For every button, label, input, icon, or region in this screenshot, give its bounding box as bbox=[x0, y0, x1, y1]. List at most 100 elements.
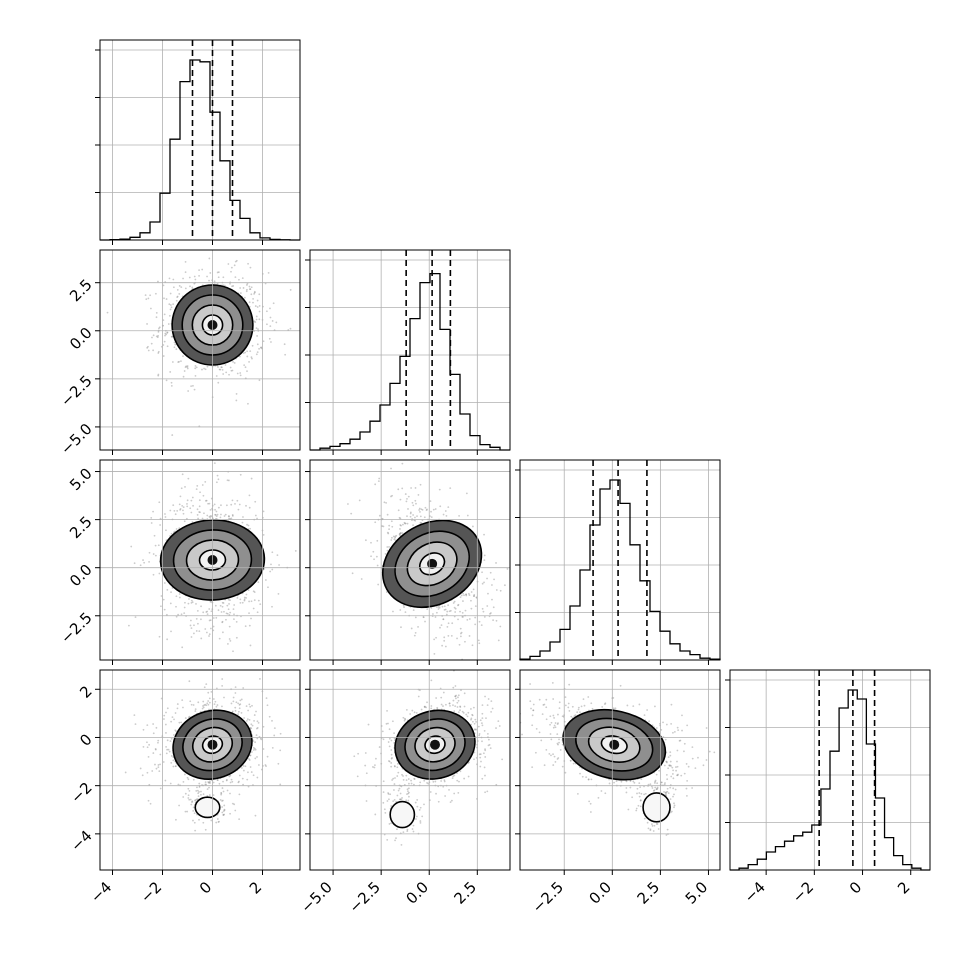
scatter-point bbox=[392, 610, 394, 613]
scatter-point bbox=[432, 613, 434, 615]
scatter-point bbox=[401, 532, 404, 534]
scatter-point bbox=[221, 621, 224, 624]
scatter-point bbox=[426, 782, 428, 784]
scatter-point bbox=[245, 705, 248, 708]
scatter-point bbox=[222, 602, 225, 604]
scatter-point bbox=[169, 740, 172, 743]
scatter-point bbox=[210, 515, 213, 518]
scatter-point bbox=[193, 282, 196, 285]
scatter-point bbox=[174, 513, 177, 516]
scatter-point bbox=[444, 608, 447, 611]
scatter-point bbox=[233, 264, 236, 267]
scatter-point bbox=[269, 570, 272, 573]
scatter-point bbox=[415, 502, 417, 505]
scatter-point bbox=[130, 545, 133, 548]
scatter-point bbox=[201, 368, 203, 371]
scatter-point bbox=[162, 284, 165, 287]
scatter-point bbox=[228, 515, 230, 518]
scatter-point bbox=[447, 634, 450, 637]
scatter-point bbox=[256, 335, 258, 337]
scatter-point bbox=[398, 787, 401, 790]
scatter-point bbox=[364, 752, 367, 754]
scatter-point bbox=[152, 752, 155, 754]
scatter-point bbox=[198, 499, 201, 502]
scatter-point bbox=[235, 636, 238, 639]
scatter-point bbox=[151, 336, 153, 339]
scatter-point bbox=[181, 699, 184, 702]
scatter-point bbox=[481, 717, 484, 719]
scatter-point bbox=[483, 559, 486, 561]
scatter-point bbox=[245, 719, 248, 722]
scatter-point bbox=[202, 494, 205, 497]
scatter-point bbox=[244, 625, 247, 628]
scatter-point bbox=[456, 706, 459, 708]
scatter-point bbox=[160, 605, 162, 608]
scatter-point bbox=[248, 624, 251, 627]
scatter-point bbox=[448, 788, 450, 791]
scatter-point bbox=[418, 689, 421, 692]
scatter-point bbox=[265, 765, 267, 768]
histogram-4 bbox=[730, 689, 930, 871]
scatter-point bbox=[244, 765, 247, 768]
scatter-point bbox=[407, 790, 409, 793]
scatter-point bbox=[241, 277, 244, 280]
scatter-point bbox=[374, 764, 376, 767]
scatter-point bbox=[470, 591, 473, 593]
scatter-point bbox=[432, 508, 435, 511]
scatter-point bbox=[387, 792, 390, 794]
scatter-point bbox=[259, 678, 261, 680]
scatter-point bbox=[388, 798, 390, 801]
scatter-point bbox=[468, 594, 471, 596]
scatter-point bbox=[157, 764, 160, 766]
scatter-point bbox=[501, 758, 504, 761]
scatter-point bbox=[465, 594, 468, 597]
scatter-point bbox=[220, 793, 223, 796]
scatter-point bbox=[234, 706, 237, 709]
scatter-point bbox=[388, 823, 391, 825]
scatter-point bbox=[157, 374, 160, 377]
scatter-point bbox=[499, 625, 502, 628]
scatter-point bbox=[169, 304, 172, 306]
x-tick-label: 0.0 bbox=[402, 878, 432, 908]
scatter-point bbox=[278, 564, 280, 566]
scatter-point bbox=[268, 715, 271, 718]
scatter-point bbox=[284, 353, 287, 356]
panel-frame bbox=[99, 669, 301, 871]
scatter-point bbox=[226, 779, 228, 781]
scatter-point bbox=[373, 558, 375, 561]
scatter-point bbox=[375, 555, 378, 558]
scatter-point bbox=[162, 598, 165, 601]
scatter-point bbox=[390, 495, 392, 498]
scatter-point bbox=[178, 293, 181, 295]
scatter-point bbox=[452, 775, 455, 778]
scatter-point bbox=[156, 336, 159, 339]
scatter-point bbox=[248, 718, 251, 721]
scatter-point bbox=[225, 612, 228, 615]
scatter-point bbox=[411, 501, 414, 504]
scatter-point bbox=[255, 318, 258, 321]
scatter-point bbox=[239, 703, 242, 705]
scatter-point bbox=[450, 634, 453, 637]
panel-content bbox=[124, 678, 282, 832]
scatter-point bbox=[441, 644, 444, 647]
density-contour-tail bbox=[194, 796, 221, 819]
scatter-point bbox=[250, 751, 253, 753]
scatter-point bbox=[189, 624, 192, 627]
scatter-point bbox=[246, 778, 249, 781]
scatter-point bbox=[244, 351, 247, 354]
scatter-point bbox=[411, 709, 414, 712]
scatter-point bbox=[399, 792, 402, 795]
y-tick-label: 5.0 bbox=[66, 464, 96, 494]
scatter-point bbox=[218, 368, 221, 371]
scatter-point bbox=[412, 514, 415, 516]
scatter-point bbox=[381, 730, 384, 733]
scatter-point bbox=[234, 686, 237, 689]
scatter-point bbox=[420, 708, 423, 711]
scatter-point bbox=[146, 323, 148, 325]
scatter-point bbox=[191, 601, 194, 603]
scatter-point bbox=[168, 314, 171, 317]
scatter-point bbox=[220, 366, 223, 369]
scatter-point bbox=[128, 624, 130, 627]
x-tick-label: 2 bbox=[246, 878, 265, 897]
scatter-point bbox=[458, 643, 461, 646]
